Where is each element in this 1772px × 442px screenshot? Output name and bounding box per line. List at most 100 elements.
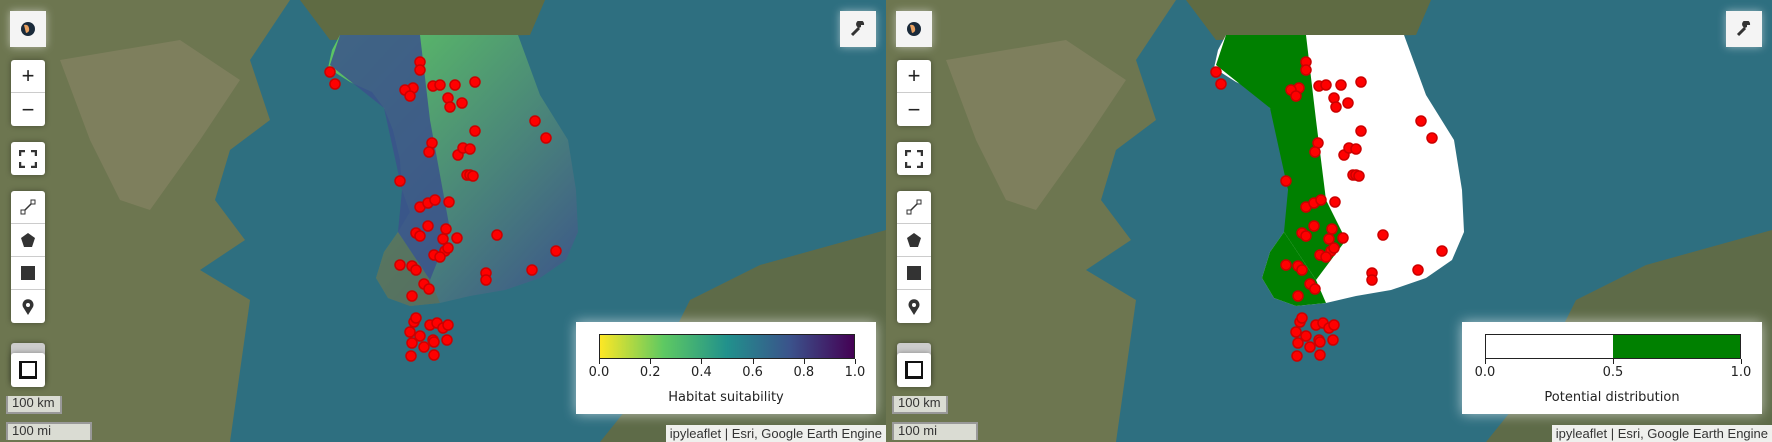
occurrence-point[interactable]	[1378, 230, 1388, 240]
occurrence-point[interactable]	[1301, 65, 1311, 75]
occurrence-point[interactable]	[424, 147, 434, 157]
occurrence-point[interactable]	[419, 342, 429, 352]
occurrence-point[interactable]	[1293, 338, 1303, 348]
occurrence-point[interactable]	[465, 144, 475, 154]
occurrence-point[interactable]	[411, 313, 421, 323]
occurrence-point[interactable]	[1281, 176, 1291, 186]
occurrence-point[interactable]	[405, 91, 415, 101]
occurrence-point[interactable]	[1356, 77, 1366, 87]
occurrence-point[interactable]	[452, 233, 462, 243]
occurrence-point[interactable]	[424, 284, 434, 294]
map-panel-habitat-suitability[interactable]: + − 100 km 100 mi 0.00.20.40.60.81.0 Hab…	[0, 0, 886, 442]
draw-polygon-button[interactable]	[11, 224, 45, 257]
draw-marker-button[interactable]	[897, 290, 931, 323]
occurrence-point[interactable]	[1367, 275, 1377, 285]
occurrence-point[interactable]	[411, 265, 421, 275]
occurrence-point[interactable]	[1293, 291, 1303, 301]
occurrence-point[interactable]	[1338, 233, 1348, 243]
occurrence-point[interactable]	[325, 67, 335, 77]
occurrence-point[interactable]	[435, 252, 445, 262]
occurrence-point[interactable]	[444, 197, 454, 207]
occurrence-point[interactable]	[1211, 67, 1221, 77]
occurrence-point[interactable]	[1315, 337, 1325, 347]
occurrence-point[interactable]	[443, 243, 453, 253]
occurrence-point[interactable]	[470, 77, 480, 87]
occurrence-point[interactable]	[1327, 224, 1337, 234]
occurrence-point[interactable]	[527, 265, 537, 275]
settings-button[interactable]	[1726, 11, 1762, 47]
zoom-in-button[interactable]: +	[897, 60, 931, 93]
occurrence-point[interactable]	[1291, 91, 1301, 101]
occurrence-point[interactable]	[1336, 80, 1346, 90]
occurrence-point[interactable]	[1427, 133, 1437, 143]
draw-polyline-button[interactable]	[11, 191, 45, 224]
occurrence-point[interactable]	[1328, 335, 1338, 345]
occurrence-point[interactable]	[415, 65, 425, 75]
occurrence-point[interactable]	[1281, 260, 1291, 270]
occurrence-point[interactable]	[430, 195, 440, 205]
occurrence-point[interactable]	[1310, 284, 1320, 294]
fullscreen-button[interactable]	[11, 142, 45, 175]
occurrence-point[interactable]	[405, 327, 415, 337]
occurrence-point[interactable]	[406, 351, 416, 361]
settings-button[interactable]	[840, 11, 876, 47]
occurrence-point[interactable]	[1330, 197, 1340, 207]
occurrence-point[interactable]	[1297, 265, 1307, 275]
occurrence-point[interactable]	[468, 171, 478, 181]
occurrence-point[interactable]	[1216, 79, 1226, 89]
basemap-button[interactable]	[10, 11, 46, 47]
measure-button[interactable]	[897, 353, 931, 387]
occurrence-point[interactable]	[435, 80, 445, 90]
occurrence-point[interactable]	[1321, 252, 1331, 262]
occurrence-point[interactable]	[481, 275, 491, 285]
occurrence-point[interactable]	[429, 337, 439, 347]
occurrence-point[interactable]	[1305, 342, 1315, 352]
occurrence-point[interactable]	[1437, 246, 1447, 256]
occurrence-point[interactable]	[551, 246, 561, 256]
occurrence-point[interactable]	[541, 133, 551, 143]
occurrence-point[interactable]	[530, 116, 540, 126]
occurrence-point[interactable]	[492, 230, 502, 240]
occurrence-point[interactable]	[1316, 195, 1326, 205]
occurrence-point[interactable]	[1309, 221, 1319, 231]
occurrence-point[interactable]	[1413, 265, 1423, 275]
occurrence-point[interactable]	[395, 260, 405, 270]
occurrence-point[interactable]	[1291, 327, 1301, 337]
occurrence-point[interactable]	[395, 176, 405, 186]
zoom-out-button[interactable]: −	[897, 93, 931, 126]
map-panel-potential-distribution[interactable]: + − 100 km 100 mi 0.00.51.0 Potential di…	[886, 0, 1772, 442]
fullscreen-button[interactable]	[897, 142, 931, 175]
occurrence-point[interactable]	[450, 80, 460, 90]
occurrence-point[interactable]	[442, 335, 452, 345]
occurrence-point[interactable]	[1315, 350, 1325, 360]
occurrence-point[interactable]	[443, 320, 453, 330]
occurrence-point[interactable]	[1356, 126, 1366, 136]
draw-marker-button[interactable]	[11, 290, 45, 323]
occurrence-point[interactable]	[1310, 147, 1320, 157]
occurrence-point[interactable]	[415, 231, 425, 241]
occurrence-point[interactable]	[429, 350, 439, 360]
measure-button[interactable]	[11, 353, 45, 387]
occurrence-point[interactable]	[407, 291, 417, 301]
draw-rectangle-button[interactable]	[897, 257, 931, 290]
occurrence-point[interactable]	[1351, 144, 1361, 154]
occurrence-point[interactable]	[1297, 313, 1307, 323]
basemap-button[interactable]	[896, 11, 932, 47]
draw-polygon-button[interactable]	[897, 224, 931, 257]
occurrence-point[interactable]	[470, 126, 480, 136]
zoom-in-button[interactable]: +	[11, 60, 45, 93]
occurrence-point[interactable]	[445, 102, 455, 112]
occurrence-point[interactable]	[457, 98, 467, 108]
occurrence-point[interactable]	[330, 79, 340, 89]
draw-rectangle-button[interactable]	[11, 257, 45, 290]
draw-polyline-button[interactable]	[897, 191, 931, 224]
occurrence-point[interactable]	[1329, 320, 1339, 330]
occurrence-point[interactable]	[441, 224, 451, 234]
zoom-out-button[interactable]: −	[11, 93, 45, 126]
occurrence-point[interactable]	[1301, 231, 1311, 241]
occurrence-point[interactable]	[423, 221, 433, 231]
occurrence-point[interactable]	[1321, 80, 1331, 90]
occurrence-point[interactable]	[1331, 102, 1341, 112]
occurrence-point[interactable]	[1416, 116, 1426, 126]
occurrence-point[interactable]	[1354, 171, 1364, 181]
